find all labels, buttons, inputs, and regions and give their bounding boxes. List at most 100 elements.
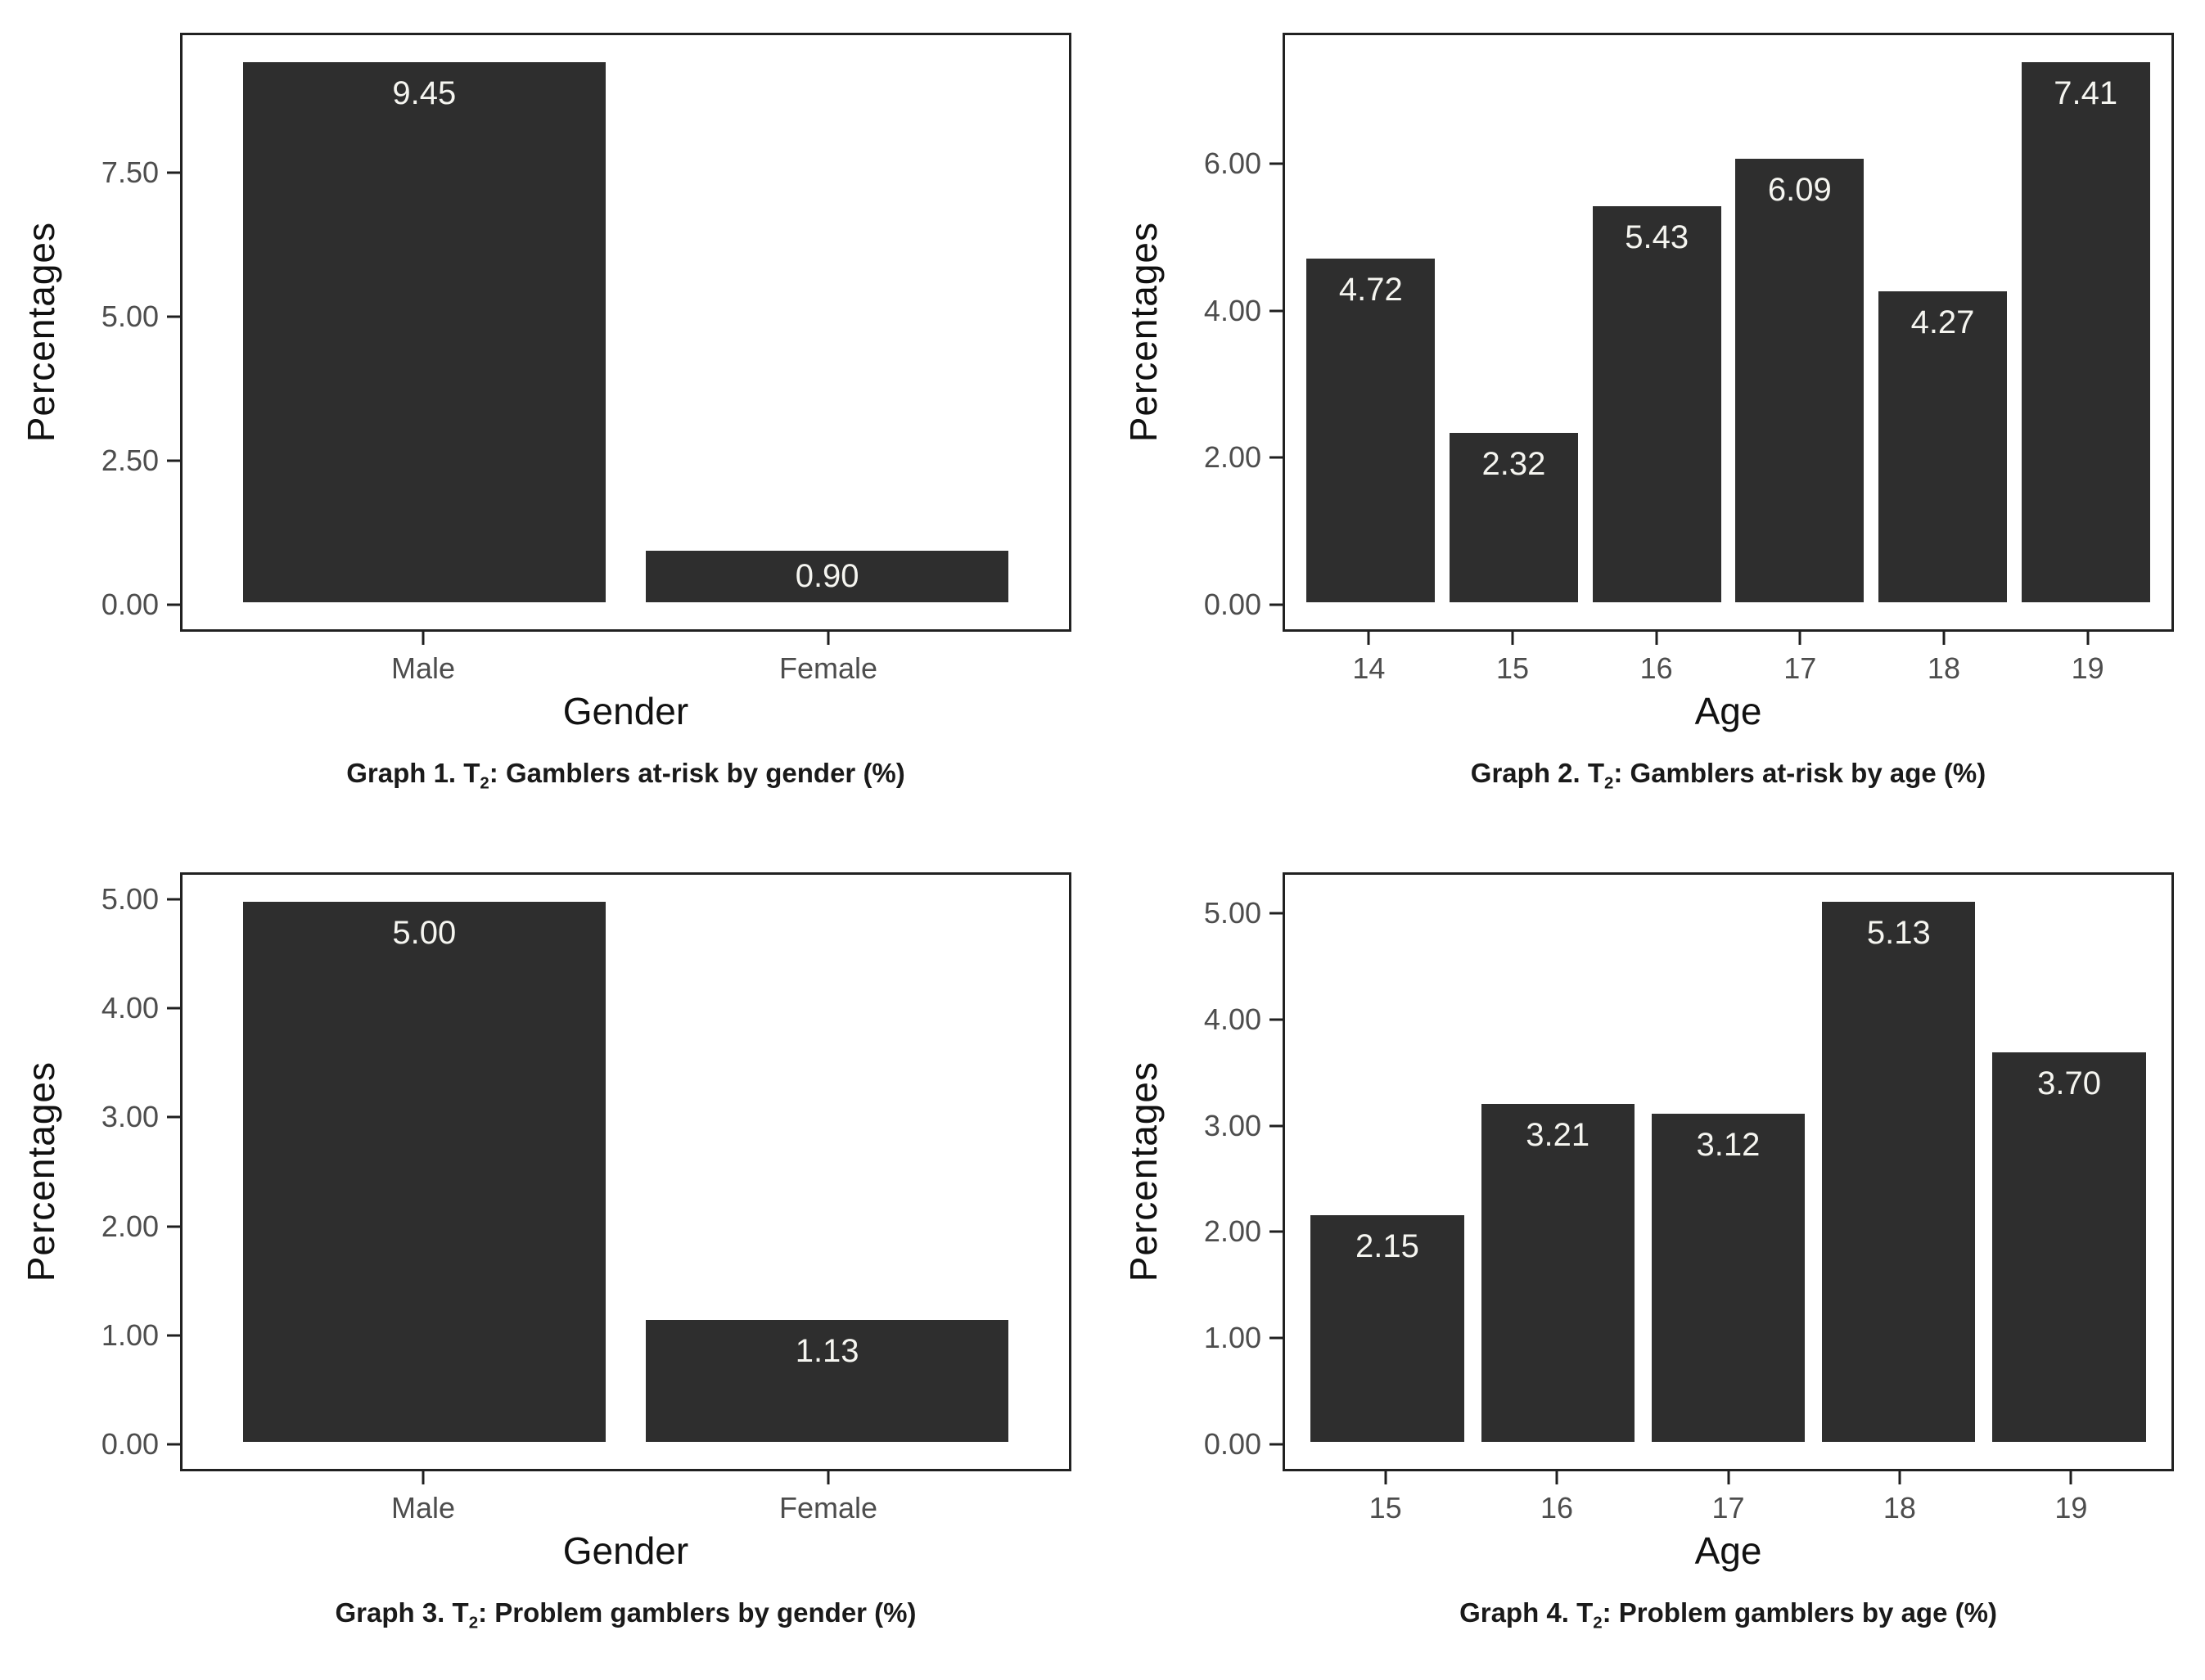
x-tick-mark — [1898, 1471, 1901, 1484]
x-tick-mark — [1655, 632, 1658, 645]
y-tick-mark — [1269, 162, 1283, 165]
caption-prefix: Graph 2. T — [1470, 758, 1604, 788]
x-tick-label: 17 — [1783, 651, 1817, 685]
plot-panel: 2.15 3.21 3.12 5.13 3.70 — [1283, 872, 2174, 1471]
bar-value-label: 5.13 — [1866, 915, 1931, 951]
caption-prefix: Graph 3. T — [335, 1597, 469, 1628]
x-tick-label: 16 — [1540, 1491, 1574, 1525]
bar-value-label: 3.70 — [2037, 1065, 2101, 1101]
x-tick-label: 14 — [1352, 651, 1386, 685]
bar: 3.12 — [1651, 1113, 1806, 1442]
y-axis-title-text: Percentages — [20, 1061, 62, 1282]
y-tick-label: 3.00 — [101, 1100, 159, 1134]
y-tick-label: 2.00 — [1203, 1214, 1261, 1249]
y-tick-label: 6.00 — [1203, 146, 1261, 180]
plot-panel: 9.45 0.90 — [180, 33, 1071, 632]
x-tick-label: 17 — [1711, 1491, 1745, 1525]
bar-chart-gamblers-at-risk-by-gender: Percentages 0.00 2.50 5.00 7.50 9.45 0.90 Ma… — [0, 0, 1102, 840]
caption-suffix: : Gamblers at-risk by gender (%) — [489, 758, 905, 788]
chart-caption: Graph 1. T2: Gamblers at-risk by gender … — [180, 758, 1071, 794]
bar-value-label: 4.72 — [1338, 271, 1403, 308]
y-axis-title-text: Percentages — [1122, 222, 1165, 443]
bar: 0.90 — [646, 551, 1009, 602]
x-tick-mark — [1555, 1471, 1558, 1484]
y-tick-mark — [167, 315, 180, 318]
y-axis-title: Percentages — [0, 872, 82, 1471]
x-axis-title: Age — [1694, 1529, 1762, 1572]
bar: 2.32 — [1449, 433, 1579, 602]
bar-value-label: 2.15 — [1355, 1228, 1419, 1265]
x-tick-label: 19 — [2054, 1491, 2088, 1525]
y-tick-label: 2.00 — [101, 1209, 159, 1243]
x-tick-mark — [1384, 1471, 1387, 1484]
x-axis-title: Gender — [562, 690, 689, 732]
y-axis: 0.00 2.00 4.00 6.00 — [1184, 33, 1283, 632]
x-axis: 14 15 16 17 18 19 — [1283, 632, 2174, 686]
bar: 5.13 — [1822, 902, 1976, 1442]
bar: 3.70 — [1992, 1052, 2146, 1442]
bar: 3.21 — [1481, 1104, 1635, 1442]
bar: 5.00 — [242, 902, 606, 1442]
bar-value-label: 0.90 — [795, 557, 859, 594]
caption-prefix: Graph 1. T — [346, 758, 480, 788]
x-tick-mark — [2069, 1471, 2072, 1484]
y-tick-label: 0.00 — [101, 1426, 159, 1461]
y-tick-label: 1.00 — [1203, 1321, 1261, 1354]
bar: 4.72 — [1306, 258, 1436, 602]
y-tick-mark — [1269, 1124, 1283, 1128]
chart-caption: Graph 3. T2: Problem gamblers by gender … — [180, 1597, 1071, 1633]
y-tick-label: 5.00 — [1203, 896, 1261, 930]
bar-value-label: 2.32 — [1481, 446, 1546, 483]
y-tick-label: 4.00 — [1203, 293, 1261, 327]
y-tick-mark — [1269, 1443, 1283, 1446]
y-tick-label: 3.00 — [1203, 1108, 1261, 1142]
y-tick-label: 4.00 — [101, 991, 159, 1025]
x-tick-mark — [1367, 632, 1370, 645]
bar-value-label: 5.00 — [392, 915, 457, 951]
plot-row: Percentages 0.00 1.00 2.00 3.00 4.00 5.00 2.1… — [1102, 872, 2205, 1471]
plot-row: Percentages 0.00 2.00 4.00 6.00 4.72 2.32 5.4… — [1102, 33, 2205, 632]
y-tick-mark — [1269, 1018, 1283, 1021]
y-tick-label: 0.00 — [1203, 587, 1261, 621]
y-tick-mark — [167, 171, 180, 174]
bar-chart-gamblers-at-risk-by-age: Percentages 0.00 2.00 4.00 6.00 4.72 2.32 5.4… — [1102, 0, 2205, 840]
bar-value-label: 4.27 — [1910, 304, 1975, 340]
y-tick-mark — [1269, 603, 1283, 606]
y-tick-mark — [167, 459, 180, 462]
x-tick-label: Male — [390, 1491, 456, 1525]
y-axis-title: Percentages — [1102, 872, 1184, 1471]
plot-row: Percentages 0.00 1.00 2.00 3.00 4.00 5.00 5.0… — [0, 872, 1102, 1471]
x-tick-label: 16 — [1639, 651, 1673, 685]
y-tick-label: 2.00 — [1203, 440, 1261, 475]
y-tick-mark — [1269, 912, 1283, 915]
bar-value-label: 6.09 — [1767, 171, 1832, 208]
x-tick-label: Female — [778, 651, 878, 685]
y-axis-title-text: Percentages — [20, 222, 62, 443]
y-tick-label: 4.00 — [1203, 1002, 1261, 1036]
chart-caption: Graph 4. T2: Problem gamblers by age (%) — [1283, 1597, 2174, 1633]
plot-panel: 4.72 2.32 5.43 6.09 4.27 7.41 — [1283, 33, 2174, 632]
caption-prefix: Graph 4. T — [1459, 1597, 1594, 1628]
y-axis-title-text: Percentages — [1122, 1061, 1165, 1282]
x-tick-mark — [2086, 632, 2090, 645]
y-tick-label: 1.00 — [101, 1317, 159, 1352]
y-tick-mark — [167, 1334, 180, 1337]
x-tick-label: 19 — [2071, 651, 2104, 685]
bar: 1.13 — [646, 1319, 1009, 1442]
x-axis: Male Female — [180, 1471, 1071, 1525]
y-axis: 0.00 1.00 2.00 3.00 4.00 5.00 — [1184, 872, 1283, 1471]
bar: 2.15 — [1310, 1215, 1464, 1442]
x-tick-label: 15 — [1496, 651, 1530, 685]
x-tick-mark — [422, 632, 425, 645]
bar-value-label: 5.43 — [1625, 219, 1689, 256]
caption-suffix: : Gamblers at-risk by age (%) — [1613, 758, 1986, 788]
x-tick-mark — [827, 1471, 830, 1484]
x-tick-label: Female — [778, 1491, 878, 1525]
bar-chart-problem-gamblers-by-age: Percentages 0.00 1.00 2.00 3.00 4.00 5.00 2.1… — [1102, 840, 2205, 1679]
y-tick-mark — [1269, 1230, 1283, 1233]
x-axis: 15 16 17 18 19 — [1283, 1471, 2174, 1525]
bar-value-label: 3.21 — [1526, 1117, 1590, 1154]
x-axis-title: Age — [1694, 690, 1762, 732]
